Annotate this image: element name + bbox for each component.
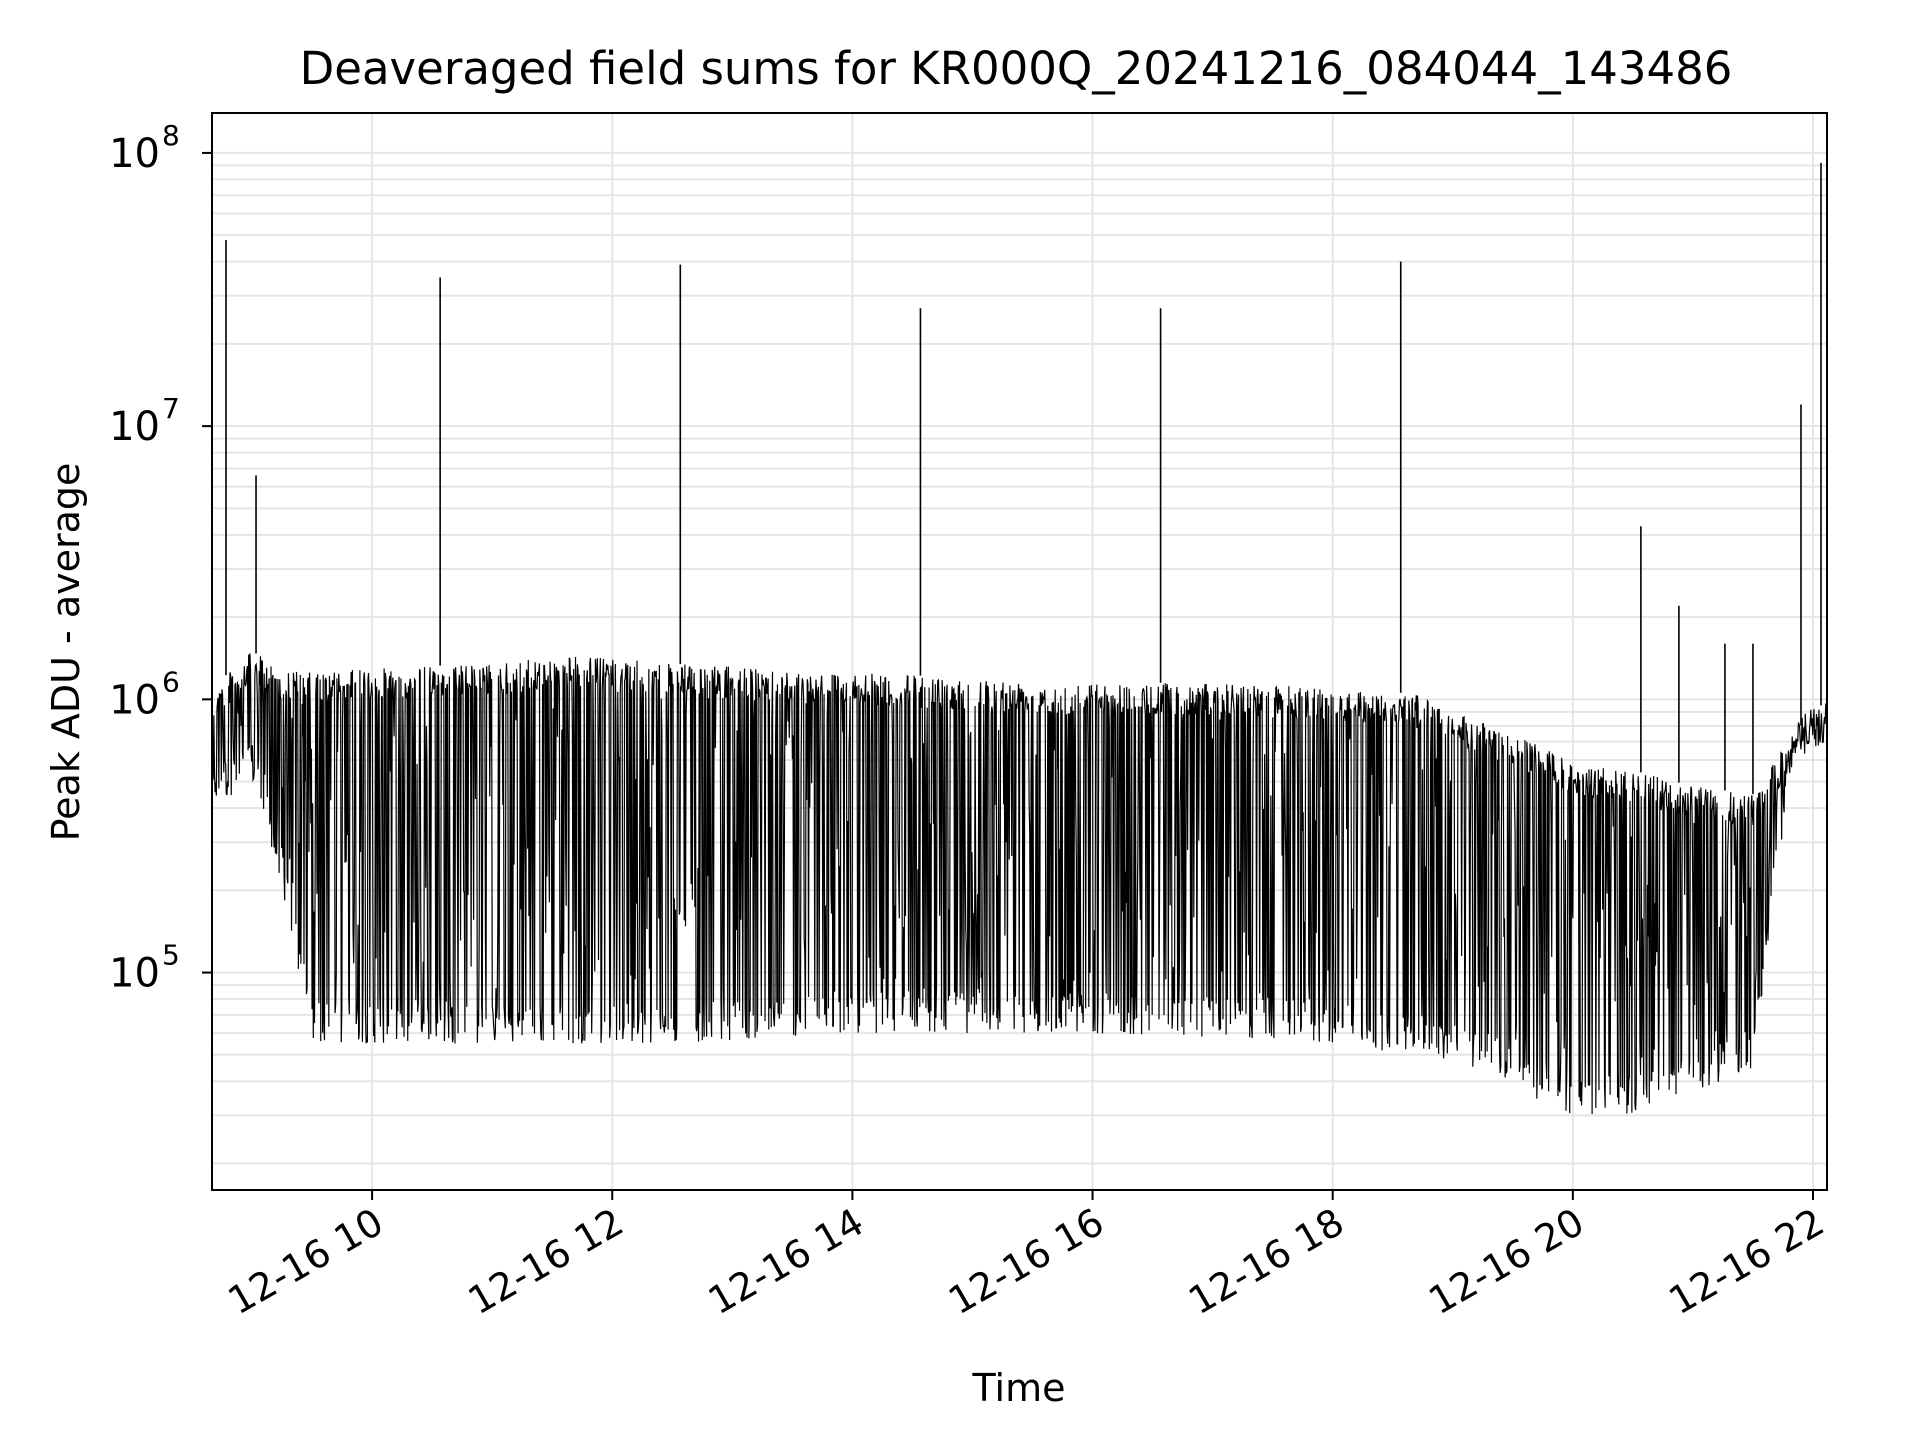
chart-title: Deaveraged field sums for KR000Q_2024121… bbox=[300, 42, 1733, 95]
y-tick-exponent: 8 bbox=[162, 119, 180, 152]
y-tick-label: 10 bbox=[109, 677, 160, 723]
data-series bbox=[211, 162, 1828, 1114]
x-axis-label: Time bbox=[972, 1366, 1066, 1410]
y-axis-label: Peak ADU - average bbox=[44, 463, 88, 842]
y-tick-exponent: 5 bbox=[162, 939, 180, 972]
y-tick-exponent: 7 bbox=[162, 392, 180, 425]
y-tick-label: 10 bbox=[109, 951, 160, 997]
plot-frame bbox=[211, 112, 1828, 1191]
y-tick-label: 10 bbox=[109, 404, 160, 450]
y-tick-exponent: 6 bbox=[162, 665, 180, 698]
y-tick-label: 10 bbox=[109, 131, 160, 177]
series-line bbox=[211, 653, 1828, 1114]
